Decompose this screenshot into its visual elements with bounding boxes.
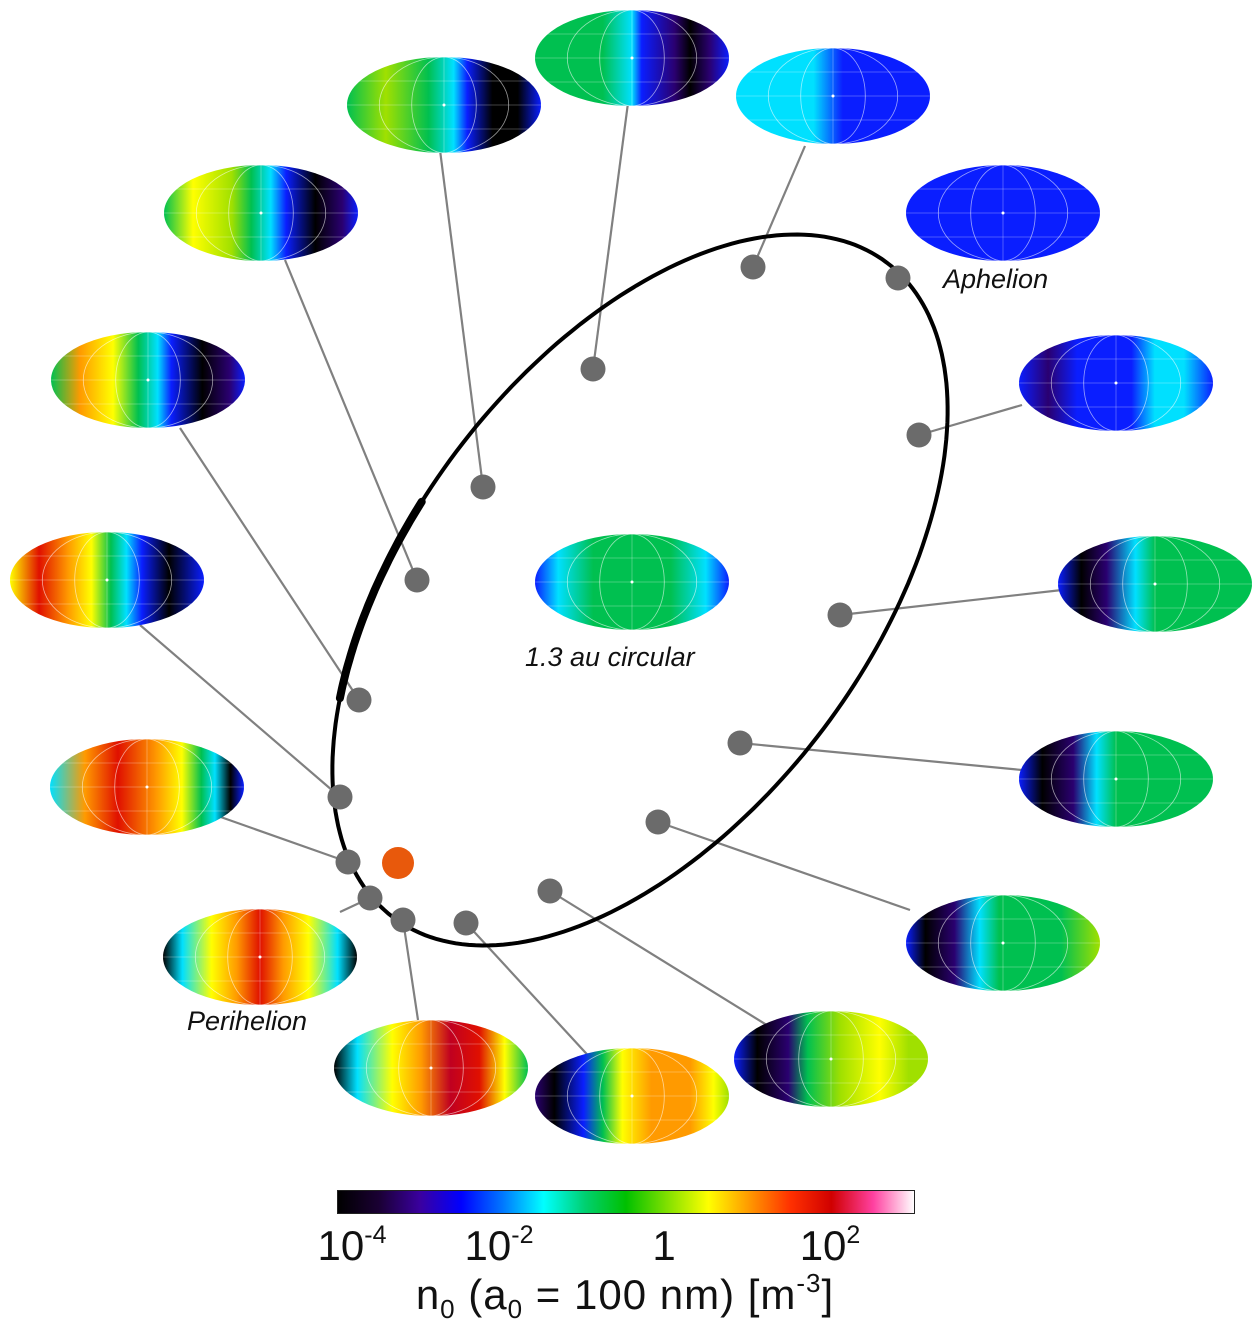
circular-orbit-label: 1.3 au circular — [525, 642, 695, 673]
sky-map-circular — [535, 534, 729, 630]
orbit-marker-top-left-2 — [471, 475, 496, 500]
sky-map-right-3 — [1058, 536, 1252, 632]
leader-line-bottom-1 — [403, 920, 418, 1020]
colorbar-title: n0 (a0 = 100 nm) [m-3] — [416, 1274, 834, 1316]
leader-line-left-1 — [180, 428, 359, 700]
leader-line-right-3 — [840, 590, 1062, 615]
aphelion-label: Aphelion — [943, 264, 1048, 295]
orbit-marker-right-1 — [646, 810, 671, 835]
orbit-thick-segment — [340, 502, 422, 698]
orbit-marker-left-3 — [336, 850, 361, 875]
leader-line-left-3 — [215, 815, 348, 862]
leader-line-upper-left — [285, 260, 417, 580]
leader-line-right-1 — [658, 822, 910, 910]
sky-map-bottom-3 — [734, 1011, 928, 1107]
sky-map-left-1 — [51, 332, 245, 428]
orbit-marker-aphelion — [886, 266, 911, 291]
orbit-marker-top-right — [741, 255, 766, 280]
orbit-marker-right-2 — [728, 731, 753, 756]
colorbar-tick-1e-2: 10-2 — [465, 1225, 534, 1267]
sky-map-top — [535, 10, 729, 106]
orbit-marker-right-4 — [907, 423, 932, 448]
sky-map-left-3 — [50, 739, 244, 835]
leader-line-right-2 — [740, 743, 1022, 770]
colorbar-tick-1e-4: 10-4 — [318, 1225, 387, 1267]
colorbar-tick-1e2: 102 — [800, 1225, 861, 1267]
perihelion-label: Perihelion — [187, 1006, 307, 1037]
sky-map-right-1 — [906, 895, 1100, 991]
orbit-marker-left-1 — [347, 688, 372, 713]
sky-map-bottom-1 — [334, 1020, 528, 1116]
orbit-marker-top — [581, 357, 606, 382]
sky-map-right-2 — [1019, 731, 1213, 827]
sky-map-top-left-2 — [347, 57, 541, 153]
colorbar-tick-1: 1 — [652, 1225, 675, 1267]
orbit-marker-upper-left — [405, 568, 430, 593]
leader-line-bottom-3 — [550, 891, 770, 1027]
sky-maps — [10, 10, 1252, 1144]
orbit-marker-bottom-3 — [538, 879, 563, 904]
leader-line-top — [593, 103, 628, 369]
orbit-marker-left-2 — [328, 785, 353, 810]
colorbar — [337, 1190, 915, 1214]
leader-line-top-left-2 — [440, 150, 483, 487]
orbit-marker-bottom-2 — [454, 911, 479, 936]
orbit-marker-right-3 — [828, 603, 853, 628]
sky-map-right-4 — [1019, 335, 1213, 431]
orbit-marker-bottom-1 — [391, 908, 416, 933]
sky-map-aphelion — [906, 165, 1100, 261]
leader-line-right-4 — [919, 405, 1022, 435]
orbit-marker-perihelion — [358, 886, 383, 911]
leader-line-top-right — [753, 146, 805, 267]
sky-map-bottom-2 — [535, 1048, 729, 1144]
sky-map-top-right — [736, 48, 930, 144]
sky-map-upper-left — [164, 165, 358, 261]
sky-map-perihelion — [163, 909, 357, 1005]
sun-icon — [382, 847, 414, 879]
sky-map-left-2 — [10, 532, 204, 628]
